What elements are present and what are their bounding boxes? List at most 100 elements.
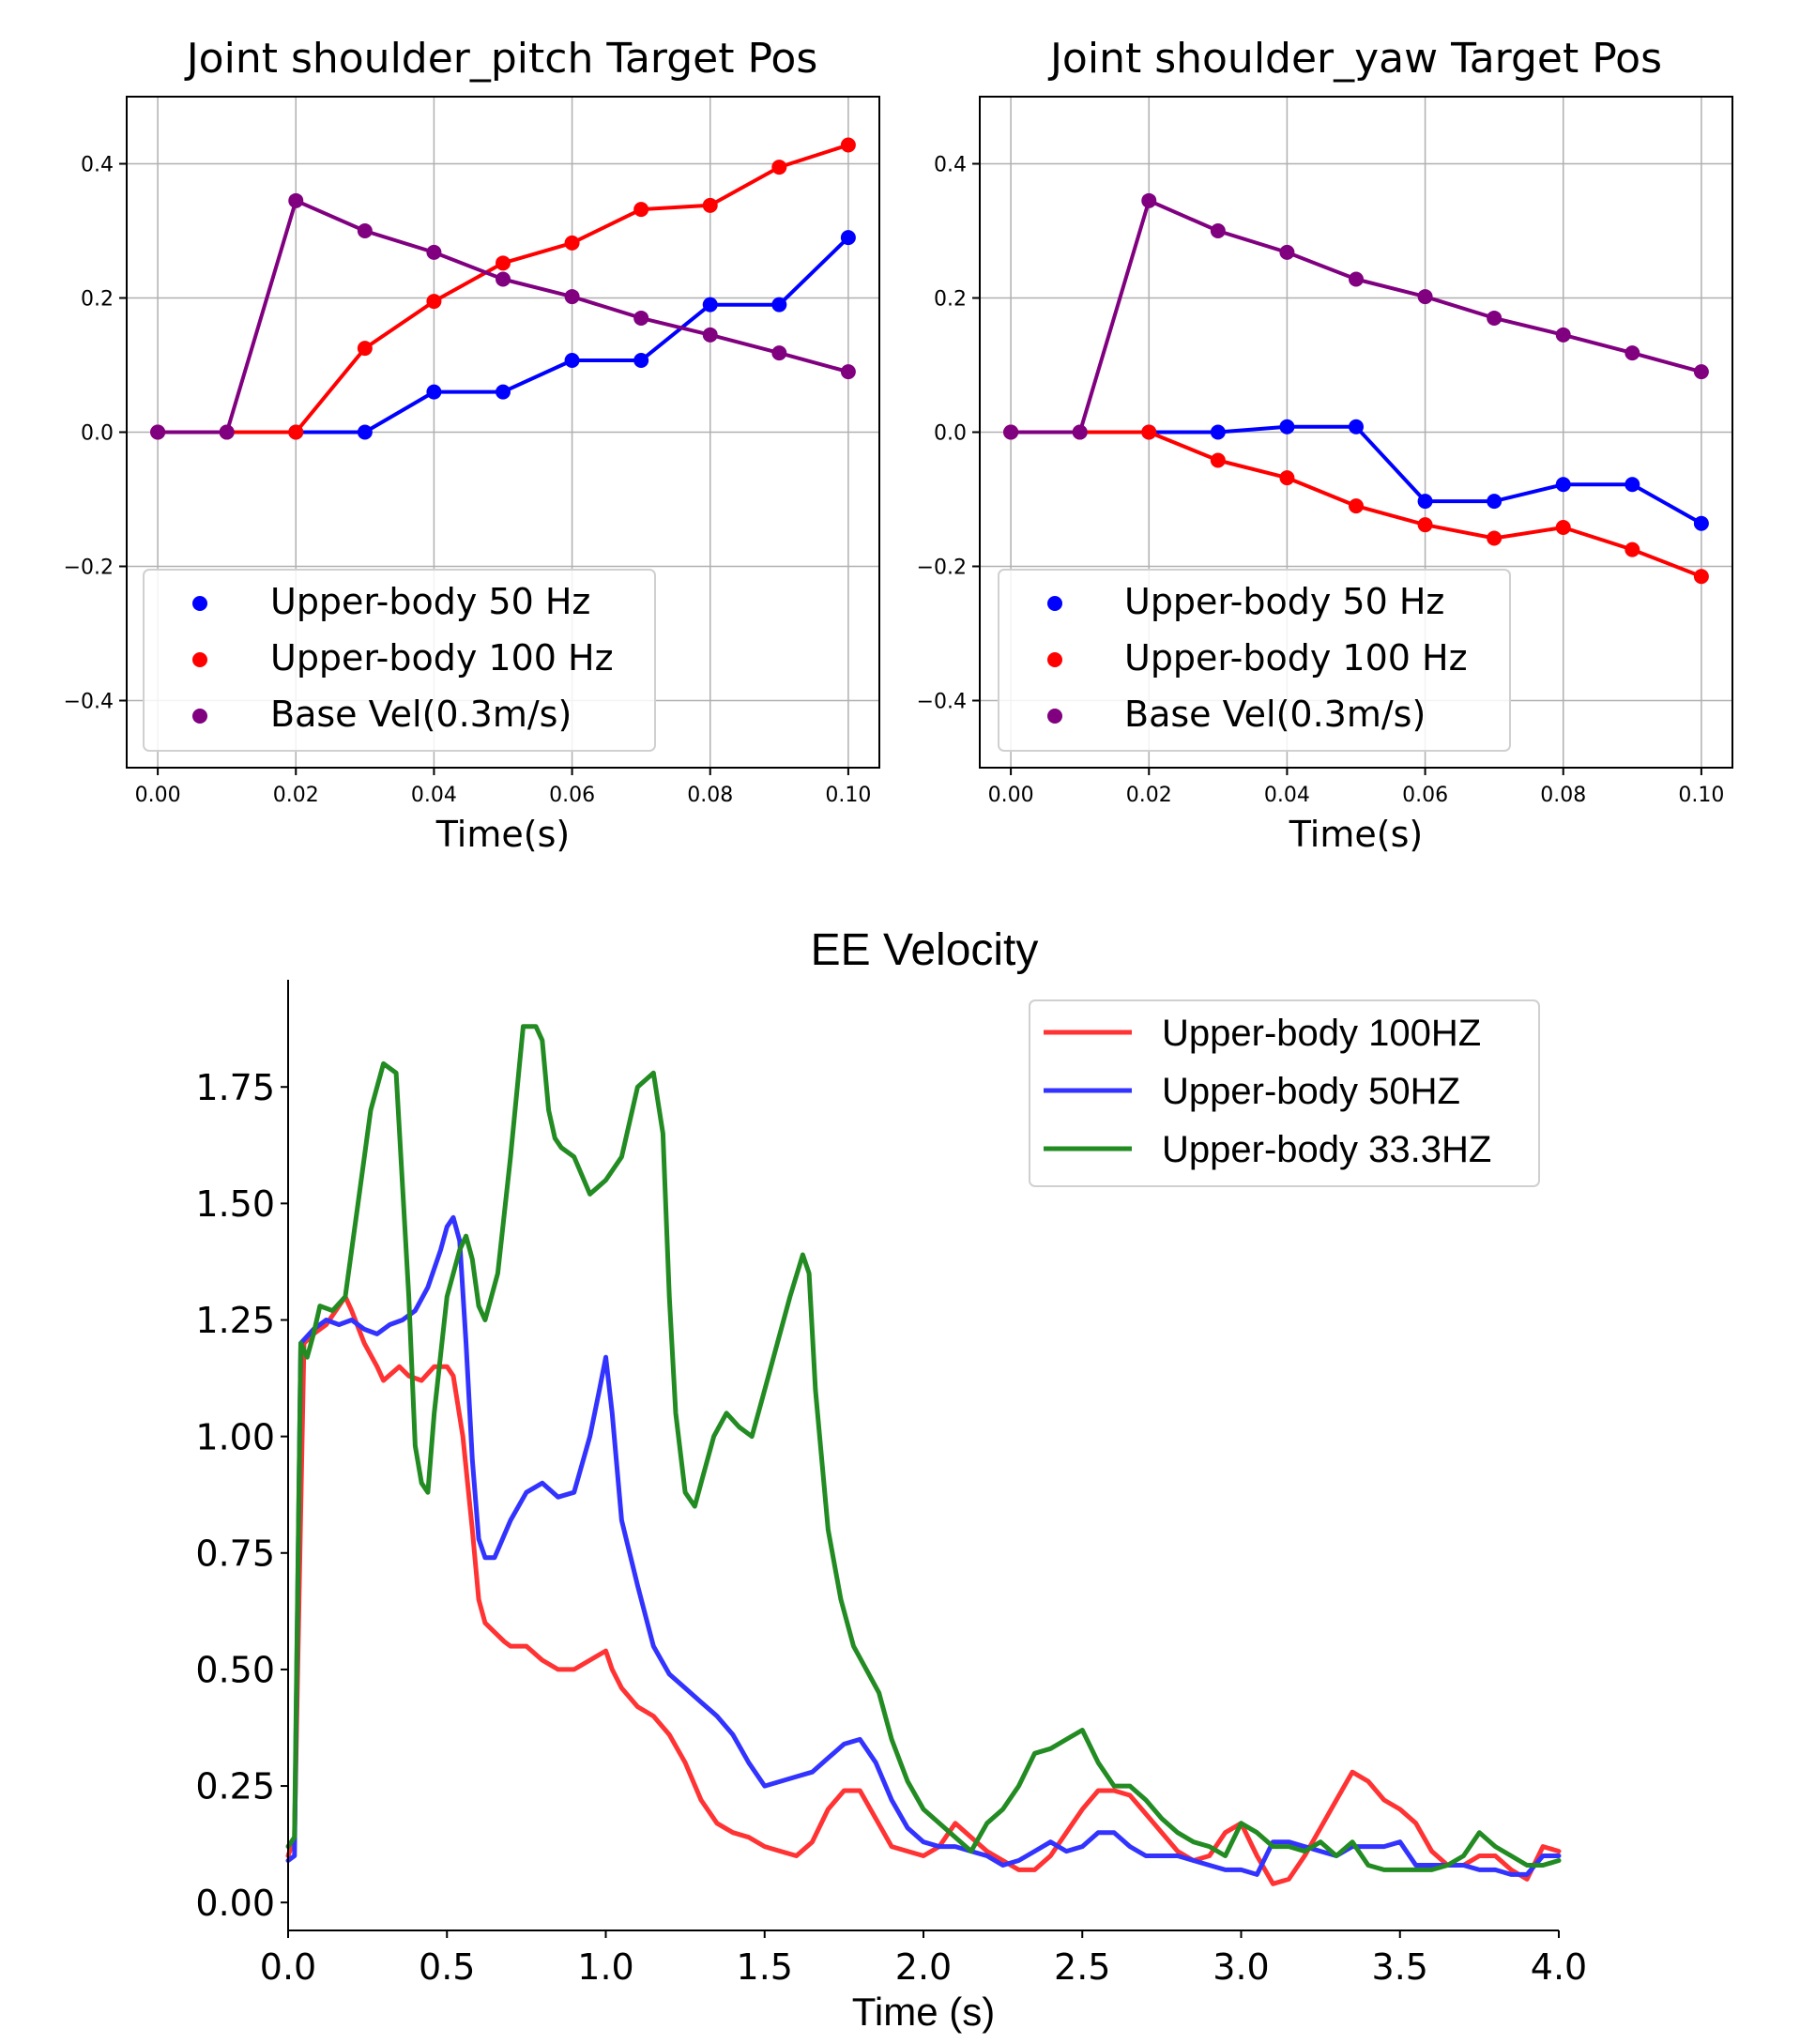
data-point (426, 294, 442, 310)
data-point (1417, 517, 1433, 533)
legend-box (998, 569, 1511, 752)
x-tick-label: 1.5 (737, 1946, 793, 1988)
y-tick-label: 1.25 (195, 1300, 275, 1341)
x-tick-label: 3.0 (1213, 1946, 1269, 1988)
x-tick-label: 0.5 (419, 1946, 475, 1988)
data-point (771, 345, 787, 361)
x-axis-ticks: 0.00 0.02 0.04 0.06 0.08 0.10 (988, 768, 1724, 807)
legend-label-base-vel: Base Vel(0.3m/s) (270, 694, 572, 735)
data-point (1625, 345, 1640, 361)
x-axis-label: Time(s) (1289, 814, 1423, 855)
chart-title: Joint shoulder_yaw Target Pos (1047, 35, 1662, 83)
series-line-1 (285, 1214, 1562, 1877)
x-tick-label: 4.0 (1531, 1946, 1587, 1988)
data-point (496, 271, 511, 287)
x-tick-label: 0.00 (135, 784, 181, 807)
data-point (288, 424, 304, 440)
chart-title: Joint shoulder_pitch Target Pos (184, 35, 818, 83)
data-point (1210, 452, 1226, 468)
y-axis-ticks: −0.4 −0.2 0.0 0.2 0.4 (917, 153, 980, 713)
data-point (702, 297, 718, 313)
y-tick-label: −0.4 (64, 690, 114, 713)
y-tick-label: 0.4 (934, 153, 967, 176)
legend: Upper-body 50 Hz Upper-body 100 Hz Base … (998, 569, 1511, 752)
x-tick-label: 3.5 (1372, 1946, 1428, 1988)
data-point (1141, 424, 1157, 440)
y-tick-label: 0.00 (195, 1883, 275, 1924)
data-point (1693, 364, 1709, 380)
data-point (288, 192, 304, 208)
shoulder-yaw-chart: Joint shoulder_yaw Target Pos 0.00 0.02 0.… (917, 35, 1733, 855)
data-point (1487, 494, 1503, 510)
x-tick-label: 1.0 (577, 1946, 633, 1988)
data-point (496, 255, 511, 271)
y-tick-label: 0.0 (934, 421, 967, 445)
legend-label-100hz: Upper-body 100HZ (1162, 1013, 1481, 1054)
data-point (1210, 223, 1226, 238)
legend-label-100hz: Upper-body 100 Hz (270, 637, 614, 679)
data-point (564, 352, 580, 368)
x-tick-label: 2.5 (1054, 1946, 1110, 1988)
y-axis-ticks: −0.4 −0.2 0.0 0.2 0.4 (64, 153, 127, 713)
data-point (357, 223, 373, 238)
legend-marker-50hz (1047, 596, 1062, 611)
y-tick-label: 0.0 (81, 421, 114, 445)
y-tick-label: −0.2 (917, 556, 967, 579)
data-point (1417, 494, 1433, 510)
data-point (1625, 477, 1640, 493)
legend: Upper-body 50 Hz Upper-body 100 Hz Base … (143, 569, 656, 752)
y-axis-ticks: 0.00 0.25 0.50 0.75 1.00 1.25 1.50 1.75 (195, 1067, 288, 1924)
legend-marker-base-vel (192, 709, 207, 724)
legend-marker-100hz (1047, 652, 1062, 667)
data-point (771, 297, 787, 313)
data-point (1210, 424, 1226, 440)
data-point (1349, 271, 1364, 287)
x-axis-ticks: 0.00 0.02 0.04 0.06 0.08 0.10 (135, 768, 871, 807)
data-point (1555, 327, 1571, 343)
data-point (150, 424, 166, 440)
data-point (1555, 477, 1571, 493)
data-point (840, 137, 856, 153)
x-tick-label: 0.0 (260, 1946, 316, 1988)
x-tick-label: 0.10 (825, 784, 871, 807)
y-tick-label: 1.50 (195, 1183, 275, 1225)
x-tick-label: 0.04 (1264, 784, 1310, 807)
series-layer (1003, 192, 1709, 585)
legend-box (143, 569, 656, 752)
series-line-2 (1009, 198, 1703, 435)
data-point (771, 160, 787, 175)
series-line-2 (285, 1024, 1562, 1872)
data-point (1279, 419, 1295, 435)
x-tick-label: 0.08 (687, 784, 733, 807)
x-tick-label: 0.04 (411, 784, 457, 807)
ee-velocity-chart: EE Velocity 0.0 0.5 1.0 1.5 2.0 2.5 3.0 3.5 4.0 … (195, 925, 1587, 2034)
x-axis-ticks: 0.0 0.5 1.0 1.5 2.0 2.5 3.0 3.5 4.0 (260, 1930, 1587, 1988)
chart-title: EE Velocity (811, 925, 1039, 975)
x-tick-label: 0.02 (273, 784, 319, 807)
data-point (1279, 244, 1295, 260)
data-point (357, 424, 373, 440)
y-tick-label: −0.2 (64, 556, 114, 579)
data-point (1625, 542, 1640, 557)
x-axis-label: Time(s) (435, 814, 570, 855)
data-point (1279, 470, 1295, 486)
data-point (1487, 310, 1503, 326)
data-point (1349, 498, 1364, 514)
x-tick-label: 0.06 (549, 784, 595, 807)
data-point (1072, 424, 1088, 440)
y-tick-label: −0.4 (917, 690, 967, 713)
data-point (1141, 192, 1157, 208)
y-tick-label: 0.75 (195, 1533, 275, 1574)
y-tick-label: 0.4 (81, 153, 114, 176)
legend-label-50hz: Upper-body 50 Hz (1124, 581, 1444, 622)
data-point (1003, 424, 1019, 440)
data-point (219, 424, 235, 440)
data-point (1693, 515, 1709, 531)
data-point (633, 202, 649, 218)
data-point (496, 384, 511, 400)
data-point (357, 341, 373, 357)
y-tick-label: 0.50 (195, 1650, 275, 1691)
data-point (633, 310, 649, 326)
shoulder-pitch-chart: Joint shoulder_pitch Target Pos 0.00 0.02… (64, 35, 880, 855)
